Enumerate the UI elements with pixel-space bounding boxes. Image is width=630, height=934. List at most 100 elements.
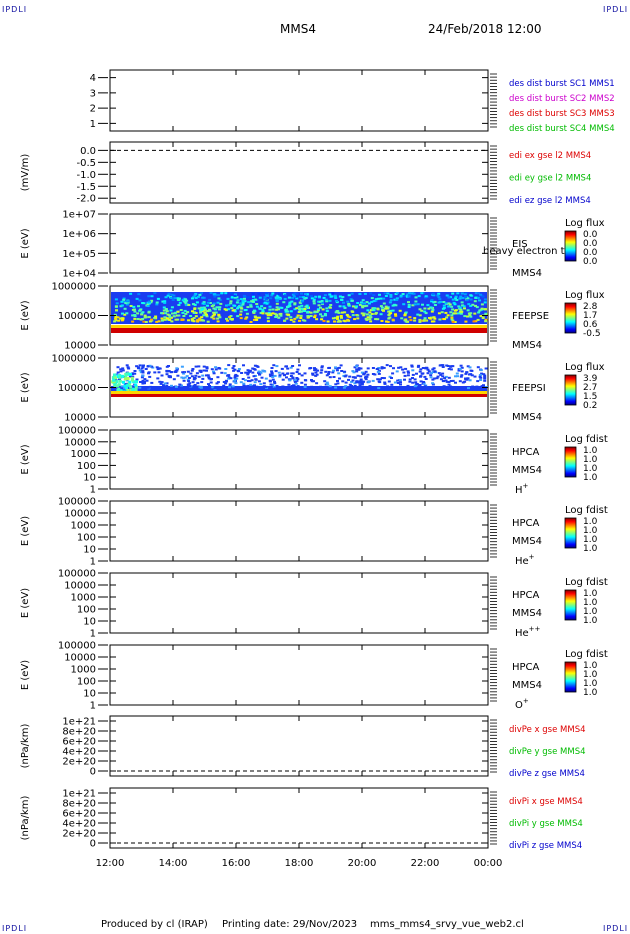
spectrogram-cell [379, 313, 383, 316]
spectrogram [111, 364, 488, 397]
spectrogram-cell [271, 308, 275, 311]
spectrogram-cell [479, 379, 483, 381]
spectrogram-cell [400, 317, 404, 320]
spectrogram-cell [376, 307, 380, 310]
spectrogram-cell [134, 385, 138, 389]
spectrogram-cell [228, 386, 231, 389]
spectrogram-cell [233, 293, 237, 296]
spectrogram-cell [323, 313, 327, 315]
spectrogram-cell [407, 301, 410, 304]
spectrogram-cell [283, 319, 287, 322]
spectrogram-cell [331, 371, 335, 374]
x-tick-label: 20:00 [348, 858, 377, 869]
spectrogram-cell [465, 371, 469, 374]
spectrogram-cell [183, 309, 187, 312]
spectrogram-cell [461, 297, 465, 299]
spectrogram-cell [367, 380, 371, 383]
spectrogram-cell [296, 368, 300, 371]
y-tick-label: 100000 [58, 569, 96, 580]
spectrogram-cell [471, 303, 475, 306]
spectrogram-cell [464, 320, 468, 323]
spectrogram-cell [232, 365, 236, 367]
spectrogram-cell [201, 377, 205, 380]
spectrogram-cell [160, 374, 164, 377]
spectrogram-cell [406, 370, 410, 373]
spectrogram-cell [171, 312, 174, 315]
spectrogram-cell [378, 378, 382, 381]
spectrogram-cell [460, 370, 464, 373]
y-axis-label: (nPa/km) [20, 724, 31, 769]
spectrogram-cell [453, 303, 457, 306]
spectrogram-cell [267, 311, 271, 314]
y-tick-label: -0.5 [76, 158, 96, 169]
spectrogram-cell [365, 304, 369, 307]
spectrogram-cell [478, 374, 482, 376]
spectrogram-cell [342, 386, 346, 389]
panel-frame [109, 644, 489, 706]
y-tick-label: 100 [77, 605, 96, 616]
spectrogram-cell [292, 384, 296, 387]
spectrogram-cell [336, 320, 340, 323]
spectrogram-cell [327, 372, 331, 375]
spectrogram-cell [177, 299, 181, 302]
spectrogram-cell [350, 310, 354, 313]
spectrogram-cell [371, 379, 375, 382]
spectrogram-cell [156, 377, 160, 380]
spectrogram-cell [368, 385, 372, 388]
y-tick-label: 1e+05 [62, 249, 96, 260]
spectrogram-cell [457, 305, 461, 308]
spectrogram-cell [141, 374, 145, 377]
x-tick-label: 18:00 [285, 858, 314, 869]
spectrogram-cell [350, 299, 354, 302]
spectrogram-cell [229, 315, 233, 317]
spectrogram-cell [481, 295, 485, 298]
spectrogram-cell [192, 295, 196, 298]
spectrogram-cell [411, 377, 414, 379]
spectrogram-cell [143, 314, 147, 317]
spectrogram-cell [371, 308, 375, 311]
spectrogram-cell [165, 318, 169, 321]
spectrogram-cell [197, 318, 201, 321]
spectrogram-cell [123, 313, 127, 316]
spectrogram-cell [365, 318, 369, 321]
legend-entry: des dist burst SC2 MMS2 [509, 94, 615, 104]
spectrogram-cell [409, 319, 413, 322]
spectrogram-cell [138, 386, 142, 389]
spectrogram-cell [304, 297, 308, 299]
x-tick-label: 14:00 [159, 858, 188, 869]
spectrogram-cell [215, 306, 219, 309]
spectrogram-cell [427, 370, 431, 373]
spectrogram-cell [153, 292, 157, 295]
spectrogram-cell [469, 294, 473, 297]
spectrogram-cell [202, 309, 206, 312]
spectrogram-cell [116, 371, 120, 374]
spectrogram-cell [451, 319, 455, 322]
colorbar-tick-label: 1.0 [583, 589, 598, 599]
spectrogram-cell [380, 320, 384, 322]
spectrogram-cell [264, 385, 268, 388]
spectrogram-cell [467, 387, 470, 390]
spectrogram-cell [213, 387, 217, 390]
spectrogram-cell [451, 292, 455, 295]
spectrogram-cell [133, 314, 137, 316]
spectrogram-cell [316, 308, 320, 311]
spectrogram-cell [212, 317, 216, 320]
spectrogram-cell [384, 387, 388, 390]
spectrogram-cell [126, 366, 130, 369]
legend-entry: edi ex gse l2 MMS4 [509, 151, 591, 161]
spectrogram-cell [428, 317, 431, 319]
spectrogram-cell [444, 302, 448, 305]
spectrogram-cell [212, 304, 215, 307]
spectrogram-cell [218, 306, 222, 309]
spectrogram-cell [366, 309, 370, 312]
colorbar-tick-label: 1.0 [583, 544, 598, 554]
spectrogram-cell [361, 302, 365, 305]
spectrogram-cell [482, 373, 486, 376]
spectrogram-cell [211, 314, 215, 317]
spectrogram-cell [470, 369, 474, 372]
spectrogram-cell [140, 313, 144, 316]
spectrogram-cell [227, 303, 231, 306]
spectrogram-cell [399, 383, 402, 386]
spectrogram-cell [189, 315, 193, 317]
spectrogram-cell [456, 292, 460, 295]
